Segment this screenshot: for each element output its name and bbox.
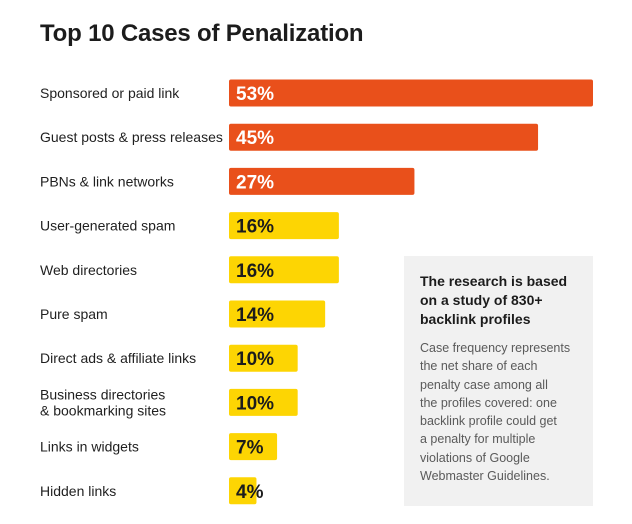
research-note-heading-line: The research is based <box>420 273 568 289</box>
bar-value-label: 4% <box>236 482 264 503</box>
research-note-heading: The research is based on a study of 830+ b… <box>420 272 579 329</box>
bar-value-label: 16% <box>236 217 274 238</box>
bar <box>229 300 326 328</box>
bar-value-label: 27% <box>236 172 274 193</box>
research-note-heading-line: on a study of 830+ <box>420 292 543 308</box>
bar-value-label: 10% <box>236 349 274 370</box>
research-note-body-line: Case frequency represents <box>420 341 571 355</box>
category-label: User-generated spam <box>40 218 175 234</box>
category-label: Guest posts & press releases <box>40 129 223 145</box>
research-note-heading-line: backlink profiles <box>420 311 531 327</box>
category-label: PBNs & link networks <box>40 173 174 189</box>
category-label: Hidden links <box>40 483 116 499</box>
bar <box>229 344 298 372</box>
research-note-body-line: the profiles covered: one <box>420 395 557 410</box>
research-note-body-line: a penalty for multiple <box>420 432 536 447</box>
bar <box>229 433 278 461</box>
research-note-body-line: backlink profile could get <box>420 414 557 429</box>
category-label: & bookmarking sites <box>40 402 166 418</box>
category-label: Sponsored or paid link <box>40 85 180 101</box>
research-note-body-line: penalty case among all <box>420 377 548 392</box>
bar <box>229 212 339 240</box>
research-note: The research is based on a study of 830+ b… <box>404 256 593 506</box>
category-label: Links in widgets <box>40 439 139 455</box>
bar-value-label: 7% <box>236 438 264 459</box>
bar <box>229 79 593 107</box>
bar <box>229 167 415 195</box>
research-note-body-line: the net share of each <box>420 359 538 374</box>
bar <box>229 256 339 284</box>
research-note-body: Case frequency represents the net share o… <box>420 339 579 485</box>
category-label: Web directories <box>40 262 137 278</box>
bar <box>229 388 298 416</box>
bar <box>229 477 257 505</box>
research-note-body-line: violations of Google <box>420 450 530 465</box>
bar-value-label: 53% <box>236 84 274 105</box>
bar <box>229 123 539 151</box>
category-label: Business directories <box>40 386 165 402</box>
bar-value-label: 45% <box>236 128 274 149</box>
category-label: Direct ads & affiliate links <box>40 350 196 366</box>
category-label: Pure spam <box>40 306 108 322</box>
bar-value-label: 10% <box>236 393 274 414</box>
research-note-body-line: Webmaster Guidelines. <box>420 469 550 484</box>
bar-value-label: 16% <box>236 261 274 282</box>
chart-title: Top 10 Cases of Penalization <box>40 20 364 47</box>
bar-value-label: 14% <box>236 305 274 326</box>
